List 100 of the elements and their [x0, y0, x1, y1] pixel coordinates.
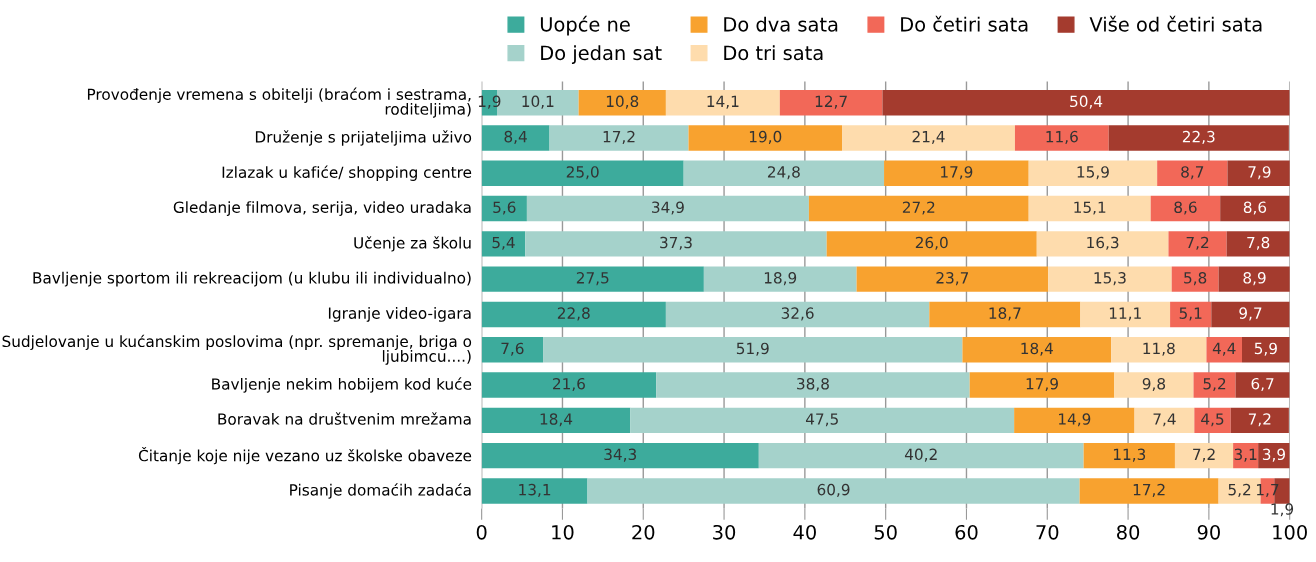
- bar: [481, 372, 657, 398]
- bar: [665, 301, 930, 328]
- bar: [656, 372, 970, 398]
- data-label: 5,6: [493, 201, 516, 215]
- data-label: 5,8: [1184, 272, 1207, 286]
- data-label: 5,4: [492, 236, 515, 250]
- bar: [665, 89, 780, 116]
- data-label: 34,3: [604, 448, 637, 462]
- y-tick-label: Bavljenje sportom ili rekreacijom (u klubu ili individualno): [33, 271, 471, 287]
- bar: [683, 160, 885, 186]
- data-label: 50,4: [1070, 95, 1103, 109]
- data-label: 5,9: [1254, 342, 1277, 356]
- bar: [703, 266, 857, 292]
- bar: [1134, 407, 1195, 434]
- y-tick-label: Igranje video-igara: [328, 307, 471, 322]
- data-label: 13,1: [519, 483, 551, 497]
- legend-label: Uopće ne: [540, 15, 630, 36]
- bar: [1048, 266, 1172, 292]
- x-tick-label: 70: [1036, 524, 1059, 540]
- data-label: 19,0: [749, 130, 782, 144]
- bar: [1080, 301, 1171, 328]
- bar: [1108, 125, 1289, 151]
- data-label: 7,6: [501, 342, 524, 356]
- data-label: 6,7: [1251, 377, 1274, 392]
- y-tick-label: Čitanje koje nije vezano uz školske obaveze: [138, 447, 472, 465]
- data-label: 47,5: [805, 413, 838, 427]
- legend-label: Do četiri sata: [901, 15, 1028, 32]
- data-label: 17,2: [1133, 483, 1165, 497]
- data-label: 18,4: [1021, 342, 1053, 356]
- bar: [525, 231, 827, 257]
- data-label: 18,7: [989, 307, 1021, 321]
- bar: [1111, 337, 1207, 363]
- bar: [808, 195, 1029, 222]
- bar: [688, 125, 843, 151]
- data-label: 24,8: [767, 166, 800, 180]
- bar: [1028, 195, 1151, 222]
- bar: [856, 266, 1049, 292]
- y-tick-label: Bavljenje nekim hobijem kod kuće: [212, 377, 472, 393]
- bar: [630, 407, 1015, 434]
- x-tick-label: 80: [1117, 524, 1140, 540]
- bar: [481, 337, 544, 363]
- legend-label: Do tri sata: [724, 45, 823, 61]
- data-label: 4,5: [1201, 413, 1224, 427]
- data-label: 1,9: [1271, 503, 1294, 517]
- x-tick-label: 90: [1197, 524, 1220, 540]
- data-label: 17,9: [941, 166, 973, 180]
- data-label: 23,7: [936, 272, 969, 286]
- bar: [969, 372, 1115, 398]
- bar: [481, 195, 527, 222]
- data-label: 8,9: [1243, 272, 1266, 286]
- bar: [481, 478, 588, 504]
- data-label: 3,9: [1262, 448, 1285, 462]
- bar: [1218, 266, 1290, 292]
- bar: [481, 160, 684, 186]
- data-label: 12,7: [815, 95, 847, 109]
- data-label: 7,2: [1248, 413, 1271, 427]
- bar: [481, 301, 666, 328]
- data-label: 51,9: [736, 342, 769, 356]
- y-tick-label: Učenje za školu: [354, 236, 471, 252]
- y-tick-label: Sudjelovanje u kućanskim poslovima (npr. spremanje, briga o ljubimcu....): [2, 334, 472, 365]
- y-tick-label: Izlazak u kafiće/ shopping centre: [222, 165, 472, 181]
- bar: [1083, 442, 1175, 469]
- data-label: 18,9: [764, 272, 797, 286]
- bar: [882, 89, 1290, 116]
- x-tick-label: 100: [1273, 524, 1307, 540]
- data-label: 34,9: [652, 201, 684, 215]
- data-label: 27,5: [576, 272, 609, 286]
- data-label: 16,3: [1087, 236, 1119, 250]
- data-label: 25,0: [566, 166, 599, 180]
- data-label: 7,2: [1193, 448, 1215, 462]
- bar: [481, 442, 759, 469]
- data-label: 7,8: [1247, 236, 1270, 250]
- bar: [1079, 478, 1219, 504]
- data-label: 4,4: [1212, 342, 1236, 356]
- data-label: 7,4: [1153, 413, 1176, 427]
- y-tick-label: Gledanje filmova, serija, video uradaka: [173, 201, 471, 216]
- data-label: 3,1: [1234, 448, 1257, 462]
- data-label: 27,2: [902, 201, 935, 215]
- data-label: 32,6: [781, 307, 814, 321]
- x-tick-label: 0: [476, 524, 487, 540]
- data-label: 21,4: [912, 130, 945, 144]
- data-label: 8,6: [1174, 201, 1197, 215]
- data-label: 14,9: [1059, 413, 1091, 427]
- bar: [1036, 231, 1169, 257]
- data-label: 17,9: [1026, 377, 1058, 392]
- bar: [779, 89, 883, 116]
- data-label: 9,7: [1239, 307, 1262, 321]
- bar: [1174, 442, 1234, 469]
- bar: [481, 266, 704, 292]
- data-label: 7,9: [1248, 166, 1271, 180]
- bar: [826, 231, 1037, 257]
- bar: [1235, 372, 1290, 398]
- bar: [1170, 301, 1212, 328]
- data-label: 37,3: [660, 236, 692, 250]
- data-label: 14,1: [707, 95, 739, 109]
- data-label: 8,7: [1181, 166, 1204, 180]
- data-label: 11,6: [1046, 130, 1078, 144]
- y-tick-label: Boravak na društvenim mrežama: [218, 412, 471, 425]
- bar: [929, 301, 1081, 328]
- y-tick-label: Druženje s prijateljima uživo: [255, 130, 472, 146]
